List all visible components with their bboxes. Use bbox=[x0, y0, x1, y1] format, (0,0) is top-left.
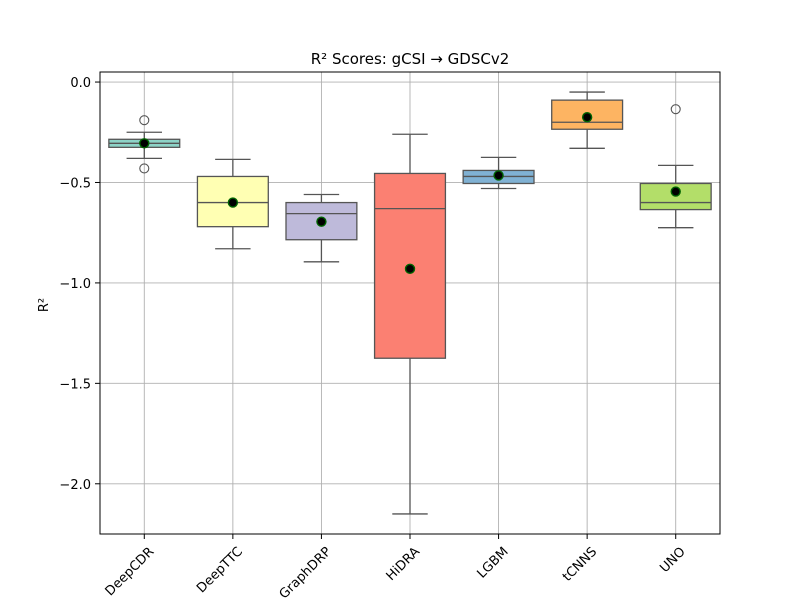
y-tick-label-3: −1.5 bbox=[59, 377, 91, 392]
x-tick-label-lgbm: LGBM bbox=[475, 544, 512, 581]
mean-marker bbox=[227, 197, 239, 208]
mean-marker bbox=[139, 138, 150, 149]
mean-marker bbox=[404, 263, 416, 275]
x-tick-label-graphdrp: GraphDRP bbox=[277, 544, 335, 600]
box-group-lgbm bbox=[462, 156, 535, 190]
mean-marker bbox=[493, 170, 504, 181]
chart-title: R² Scores: gCSI → GDSCv2 bbox=[311, 50, 510, 68]
mean-marker bbox=[581, 111, 593, 123]
x-tick-label-deepcdr: DeepCDR bbox=[103, 544, 158, 599]
y-tick-label-0: 0.0 bbox=[70, 76, 91, 91]
box-group-deepttc bbox=[196, 158, 269, 250]
outlier-point-1 bbox=[139, 163, 150, 174]
mean-marker bbox=[670, 186, 681, 197]
y-tick-label-4: −2.0 bbox=[59, 478, 91, 493]
x-tick-label-deepttc: DeepTTC bbox=[194, 544, 246, 596]
y-tick-label-2: −1.0 bbox=[59, 277, 91, 292]
box-group-hidra bbox=[373, 133, 447, 515]
x-tick-label-tcnns: tCNNS bbox=[560, 544, 600, 584]
y-axis-label: R² bbox=[37, 298, 52, 312]
x-tick-label-hidra: HiDRA bbox=[384, 544, 424, 584]
y-tick-label-1: −0.5 bbox=[59, 176, 91, 191]
outlier-point-0 bbox=[139, 115, 150, 126]
box-group-tcnns bbox=[551, 91, 624, 149]
box-group-uno bbox=[639, 104, 712, 229]
box-group-graphdrp bbox=[285, 193, 358, 263]
outlier-point-0 bbox=[670, 104, 681, 115]
box-layer bbox=[108, 91, 712, 515]
box-group-deepcdr bbox=[108, 115, 181, 174]
x-tick-label-uno: UNO bbox=[657, 544, 688, 575]
mean-marker bbox=[316, 216, 327, 227]
